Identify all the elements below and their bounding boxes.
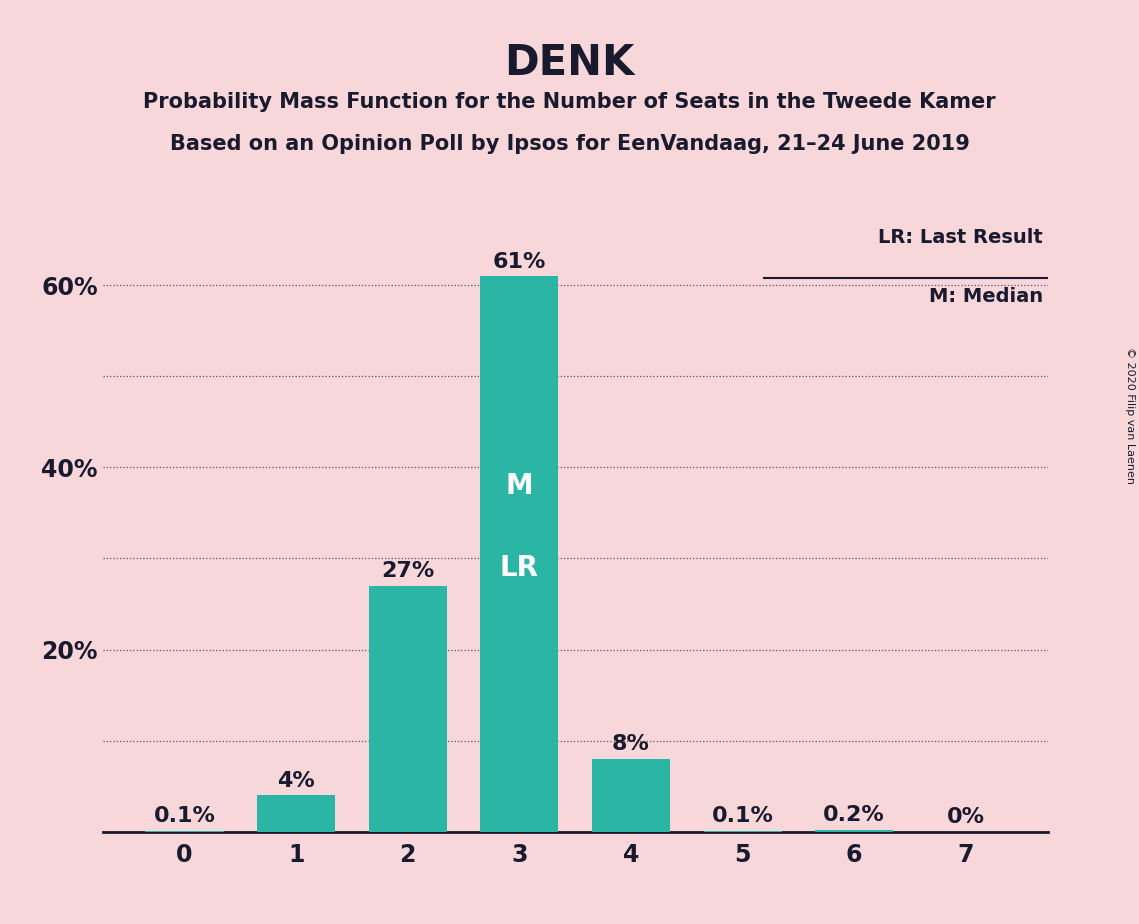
Text: 0%: 0% xyxy=(947,807,985,827)
Text: M: M xyxy=(506,471,533,500)
Bar xyxy=(481,276,558,832)
Bar xyxy=(592,759,670,832)
Text: M: Median: M: Median xyxy=(929,286,1043,306)
Bar xyxy=(816,830,893,832)
Text: 27%: 27% xyxy=(382,561,434,581)
Text: 0.1%: 0.1% xyxy=(712,806,773,826)
Text: © 2020 Filip van Laenen: © 2020 Filip van Laenen xyxy=(1125,347,1134,484)
Bar xyxy=(369,586,446,832)
Bar xyxy=(257,796,335,832)
Text: LR: Last Result: LR: Last Result xyxy=(878,228,1043,247)
Text: 0.2%: 0.2% xyxy=(823,805,885,825)
Text: LR: LR xyxy=(500,553,539,581)
Text: 4%: 4% xyxy=(277,771,316,791)
Text: DENK: DENK xyxy=(505,42,634,83)
Text: 61%: 61% xyxy=(493,251,546,272)
Text: Probability Mass Function for the Number of Seats in the Tweede Kamer: Probability Mass Function for the Number… xyxy=(144,92,995,113)
Text: 8%: 8% xyxy=(612,735,650,754)
Text: Based on an Opinion Poll by Ipsos for EenVandaag, 21–24 June 2019: Based on an Opinion Poll by Ipsos for Ee… xyxy=(170,134,969,154)
Text: 0.1%: 0.1% xyxy=(154,806,215,826)
